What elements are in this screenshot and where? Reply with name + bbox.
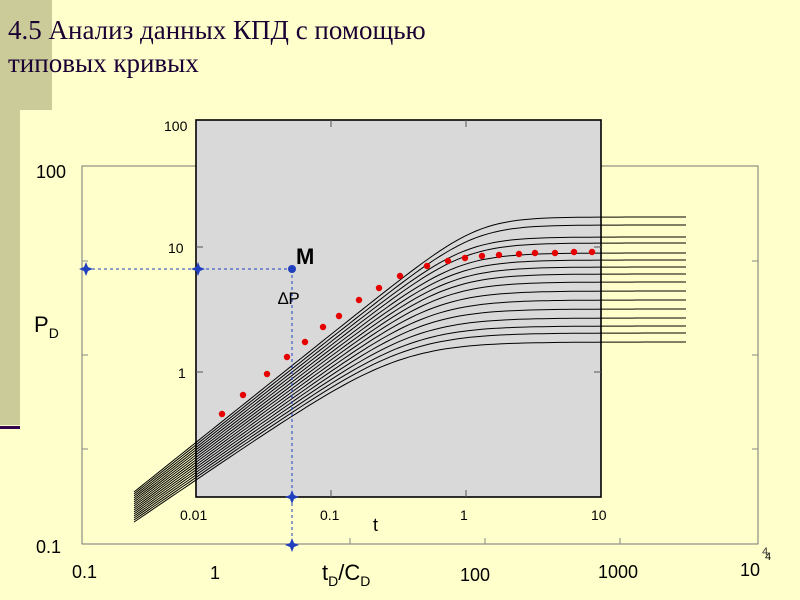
page-number: 4: [762, 546, 769, 558]
overlay-x-tick-0-01: 0.01: [180, 507, 207, 523]
x-tick-100: 100: [460, 565, 490, 585]
x-tick-10e4: 10: [740, 560, 760, 580]
pd-label-sub: D: [49, 325, 59, 341]
field-data-points: [218, 248, 596, 418]
pd-axis-label: PD: [34, 312, 59, 341]
side-accent-strip: [0, 110, 20, 425]
type-curve: [133, 281, 686, 509]
y-tick-100: 100: [36, 162, 66, 182]
type-curve: [133, 236, 686, 497]
field-data-point: [515, 250, 523, 258]
star-marker-td-axis: [285, 538, 299, 552]
field-data-point: [461, 254, 469, 262]
overlay-x-tick-1: 1: [460, 507, 468, 523]
field-data-point: [283, 353, 291, 361]
field-data-point: [588, 248, 596, 256]
field-data-point: [531, 249, 539, 257]
td-label-t: t: [322, 560, 328, 585]
field-data-point: [239, 391, 247, 399]
type-curve: [133, 308, 686, 515]
x-tick-1: 1: [210, 563, 220, 583]
field-data-point: [319, 323, 327, 331]
field-data-point: [301, 338, 309, 346]
field-data-point: [495, 251, 503, 259]
type-curve: [133, 317, 686, 517]
overlay-y-tick-10: 10: [168, 240, 184, 256]
star-marker-t-axis: [285, 490, 299, 504]
field-data-point: [335, 312, 343, 320]
delta-p-label: ∆P: [278, 289, 300, 308]
td-label-c: C: [344, 560, 360, 585]
type-curve: [133, 332, 686, 521]
slide-title: 4.5 Анализ данных КПД с помощью типовых …: [8, 14, 548, 80]
overlay-y-tick-100: 100: [164, 118, 188, 134]
star-marker-pd-axis: [79, 262, 93, 276]
overlay-tick-marks: [196, 120, 601, 497]
pd-label-base: P: [34, 312, 49, 337]
type-curve: [133, 290, 686, 511]
slide-title-line2: типовых кривых: [8, 48, 199, 78]
type-curve: [133, 299, 686, 513]
type-curve: [133, 216, 686, 493]
type-curve: [133, 242, 686, 499]
overlay-y-tick-1: 1: [178, 365, 186, 381]
star-markers: [79, 262, 299, 552]
type-curve: [133, 266, 686, 505]
overlay-x-tick-0-1: 0.1: [320, 507, 340, 523]
type-curve-family: [133, 216, 686, 523]
x-tick-0-1: 0.1: [72, 562, 97, 582]
field-data-point: [355, 296, 363, 304]
type-curve: [133, 224, 686, 495]
x-tick-exponent: 4: [765, 551, 771, 563]
field-data-point: [375, 284, 383, 292]
type-curve: [133, 273, 686, 507]
type-curve: [133, 259, 686, 503]
field-data-point: [444, 257, 452, 265]
y-tick-0-1: 0.1: [36, 537, 61, 557]
match-point-marker: [288, 265, 296, 273]
star-marker-dp-axis: [191, 262, 205, 276]
side-accent-dash: [0, 426, 20, 429]
td-label-t-sub: D: [328, 573, 338, 589]
title-accent-bar: [0, 0, 52, 110]
field-data-point: [263, 370, 271, 378]
td-cd-axis-label: tD/CD: [322, 560, 370, 589]
type-curve: [133, 341, 686, 523]
field-data-point: [478, 252, 486, 260]
field-data-point: [423, 262, 431, 270]
base-tick-marks: [82, 260, 758, 544]
td-label-slash: /: [338, 560, 345, 585]
field-data-point: [218, 410, 226, 418]
td-label-c-sub: D: [360, 573, 370, 589]
field-data-point: [396, 272, 404, 280]
x-tick-1000: 1000: [598, 562, 638, 582]
match-point-label: M: [296, 244, 314, 269]
field-data-point: [551, 249, 559, 257]
field-data-point: [570, 248, 578, 256]
type-curve: [133, 325, 686, 519]
overlay-x-tick-10: 10: [591, 507, 607, 523]
slide-title-line1: 4.5 Анализ данных КПД с помощью: [8, 15, 426, 45]
t-label: t: [373, 515, 378, 535]
